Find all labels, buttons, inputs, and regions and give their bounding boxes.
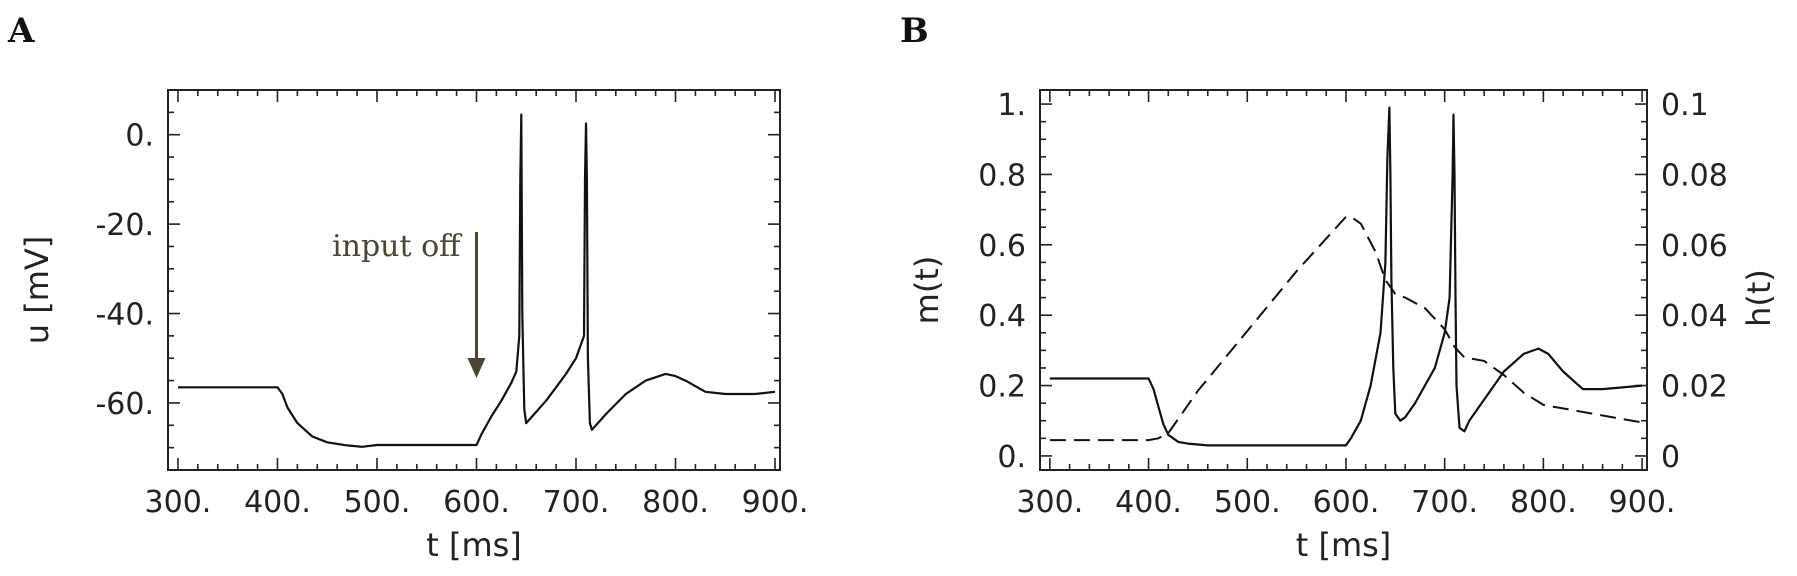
panel-a-x-tick-label-4: 700. <box>543 485 610 520</box>
panel-b-ticks <box>1040 90 1647 470</box>
panel-b-y-tick-label-1: 0.2 <box>978 370 1026 405</box>
panel-b-x-tick-label-2: 500. <box>1214 485 1281 520</box>
panel-b-series-h-1 <box>1049 215 1643 442</box>
panel-b-x-tick-label-6: 900. <box>1609 485 1676 520</box>
panel-b-tick-labels: 300. 400. 500. 600. 700. 800. 900. 0. 0.2 0.4 0.6 0… <box>978 88 1728 520</box>
panel-b-series <box>1049 106 1643 447</box>
panel-a-x-tick-label-2: 500. <box>344 485 411 520</box>
panel-b-x-tick-label-3: 600. <box>1313 485 1380 520</box>
panel-b-letter: B <box>900 11 929 51</box>
panel-a-ticks <box>168 89 780 471</box>
panel-b-y-tick-label-0: 0. <box>997 440 1026 475</box>
input-off-arrow-head <box>467 358 486 378</box>
panel-a-x-tick-label-5: 800. <box>642 485 709 520</box>
panel-b-series-m-0 <box>1049 106 1643 447</box>
panel-a-y-tick-label-3: -60. <box>95 387 154 422</box>
panel-b-y2-tick-label-2: 0.04 <box>1661 299 1728 334</box>
panel-a-y-tick-label-2: -40. <box>95 298 154 333</box>
panel-a-x-tick-label-0: 300. <box>145 485 212 520</box>
panel-b-x-axis-title: t [ms] <box>1296 526 1392 564</box>
panel-b-y-tick-label-5: 1. <box>997 88 1026 123</box>
panel-b-y-tick-label-3: 0.6 <box>978 229 1026 264</box>
panel-a-x-tick-label-3: 600. <box>443 485 510 520</box>
panel-a-y-tick-label-0: 0. <box>125 119 154 154</box>
panel-a-annotation: input off <box>332 229 486 378</box>
panel-b-y-tick-label-4: 0.8 <box>978 158 1026 193</box>
panel-a-tick-labels: 300. 400. 500. 600. 700. 800. 900. 0. -20. -40. -6… <box>95 119 808 520</box>
panel-a-letter: A <box>7 11 35 51</box>
panel-b-x-tick-label-1: 400. <box>1115 485 1182 520</box>
panel-b-y2-tick-label-3: 0.06 <box>1661 229 1728 264</box>
panel-a-x-tick-label-6: 900. <box>742 485 809 520</box>
panel-b-frame <box>1039 89 1648 471</box>
panel-b-chart: 300. 400. 500. 600. 700. 800. 900. 0. 0.2 0.4 0.6 0… <box>908 88 1778 564</box>
panel-b-x-tick-label-0: 300. <box>1016 485 1083 520</box>
input-off-label: input off <box>332 229 463 264</box>
panel-b-y2-axis-title: h(t) <box>1740 269 1778 327</box>
panel-b-x-tick-label-4: 700. <box>1411 485 1478 520</box>
panel-b-y2-tick-label-0: 0 <box>1661 440 1680 475</box>
panel-b-x-tick-label-5: 800. <box>1510 485 1577 520</box>
panel-a-x-axis-title: t [ms] <box>426 526 522 564</box>
panel-a-y-axis-title: u [mV] <box>18 236 56 344</box>
panel-b-y2-tick-label-5: 0.1 <box>1661 88 1709 123</box>
panel-a-x-tick-label-1: 400. <box>244 485 311 520</box>
panel-a-chart: 300. 400. 500. 600. 700. 800. 900. 0. -20. -40. -6… <box>18 89 808 564</box>
panel-a-series-u-0 <box>178 113 776 448</box>
panel-b-y2-tick-label-4: 0.08 <box>1661 158 1728 193</box>
panel-b-y-tick-label-2: 0.4 <box>978 299 1026 334</box>
panel-a-y-tick-label-1: -20. <box>95 208 154 243</box>
panel-a-series <box>178 113 776 448</box>
panel-a-frame <box>167 89 781 471</box>
panel-b-y2-tick-label-1: 0.02 <box>1661 370 1728 405</box>
panel-b-y-axis-title: m(t) <box>908 256 946 325</box>
